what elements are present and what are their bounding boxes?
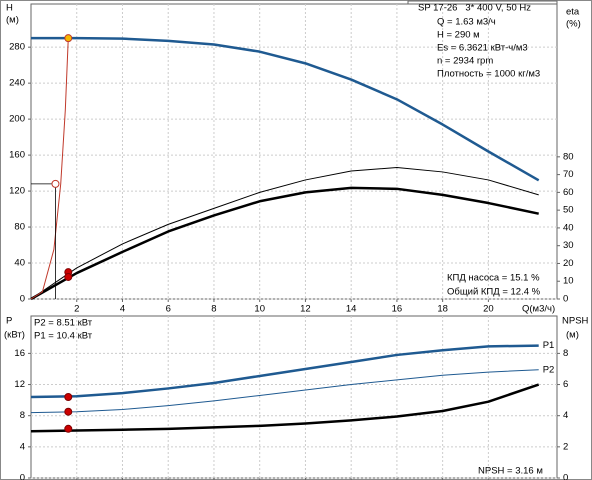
- annotation: КПД насоса = 15.1 %: [447, 273, 540, 284]
- y2-tick-label: 70: [563, 169, 574, 180]
- duty-point: [64, 272, 73, 281]
- curve: [30, 383, 540, 433]
- y-tick-label: 280: [9, 42, 25, 53]
- x-label: Q(м3/ч): [522, 304, 555, 315]
- y2-tick-label: 80: [563, 151, 574, 162]
- annotation: NPSH = 3.16 м: [478, 466, 543, 477]
- duty-point: [64, 34, 73, 43]
- y2-label: eta: [566, 7, 580, 18]
- y-unit: (м): [6, 15, 19, 26]
- curve: [30, 38, 69, 300]
- duty-point: [64, 407, 73, 416]
- x-tick-label: 18: [437, 304, 448, 315]
- annotation: P2 = 8.51 кВт: [34, 318, 93, 329]
- y2-unit: (м): [566, 330, 579, 341]
- y-tick-label: 40: [14, 258, 25, 269]
- curve: [30, 369, 539, 414]
- curve: [30, 344, 539, 399]
- y-tick-label: 8: [20, 410, 25, 421]
- x-tick-label: 20: [483, 304, 494, 315]
- x-tick-label: 4: [120, 304, 125, 315]
- curve: [31, 36, 540, 182]
- y-tick-label: 80: [14, 222, 25, 233]
- y2-tick-label: 30: [563, 240, 574, 251]
- y-label: P: [6, 316, 12, 327]
- curve-label: P2: [543, 364, 555, 375]
- y-tick-label: 120: [9, 186, 25, 197]
- y2-tick-label: 4: [563, 410, 568, 421]
- plot-area: [30, 3, 558, 300]
- info-line: n = 2934 rpm: [437, 56, 493, 67]
- y2-tick-label: 6: [563, 379, 568, 390]
- curve: [30, 186, 539, 301]
- info-line: H = 290 м: [437, 30, 480, 41]
- y2-tick-label: 0: [563, 294, 568, 305]
- y2-tick-label: 50: [563, 205, 574, 216]
- y2-tick-label: 0: [563, 473, 568, 480]
- annotation: Общий КПД = 12.4 %: [447, 287, 541, 298]
- y2-tick-label: 40: [563, 222, 574, 233]
- x-tick-label: 10: [254, 304, 265, 315]
- info-line: Плотность = 1000 кг/м3: [437, 69, 540, 80]
- y-tick-label: 240: [9, 78, 25, 89]
- y2-tick-label: 2: [563, 441, 568, 452]
- info-line: Q = 1.63 м3/ч: [437, 17, 496, 28]
- annotation: P1 = 10.4 кВт: [34, 331, 93, 342]
- duty-point: [64, 424, 73, 433]
- y2-tick-label: 20: [563, 258, 574, 269]
- duty-point: [64, 393, 73, 401]
- plot-area: [30, 315, 558, 479]
- y2-label: NPSH: [562, 316, 589, 327]
- y-tick-label: 160: [9, 150, 25, 161]
- x-tick-label: 8: [211, 304, 216, 315]
- y-tick-label: 16: [14, 348, 25, 359]
- y-tick-label: 12: [14, 379, 25, 390]
- y-tick-label: 0: [20, 294, 25, 305]
- chart-title: SP 17-26 3* 400 V, 50 Hz: [418, 3, 531, 14]
- x-tick-label: 6: [166, 304, 171, 315]
- x-tick-label: 12: [300, 304, 311, 315]
- y2-tick-label: 60: [563, 187, 574, 198]
- y2-tick-label: 10: [563, 276, 574, 287]
- y-label: H: [6, 3, 13, 14]
- curve-label: P1: [543, 340, 555, 351]
- duty-point: [51, 179, 60, 188]
- y-tick-label: 0: [20, 473, 25, 480]
- y2-unit: (%): [566, 19, 581, 30]
- x-tick-label: 14: [346, 304, 357, 315]
- info-line: Es = 6.3621 кВт-ч/м3: [437, 43, 528, 54]
- y-tick-label: 200: [9, 114, 25, 125]
- y-tick-label: 4: [20, 441, 25, 452]
- y2-tick-label: 8: [563, 348, 568, 359]
- x-tick-label: 16: [392, 304, 403, 315]
- x-tick-label: 2: [74, 304, 79, 315]
- y-unit: (кВт): [4, 330, 25, 341]
- curve: [30, 166, 539, 300]
